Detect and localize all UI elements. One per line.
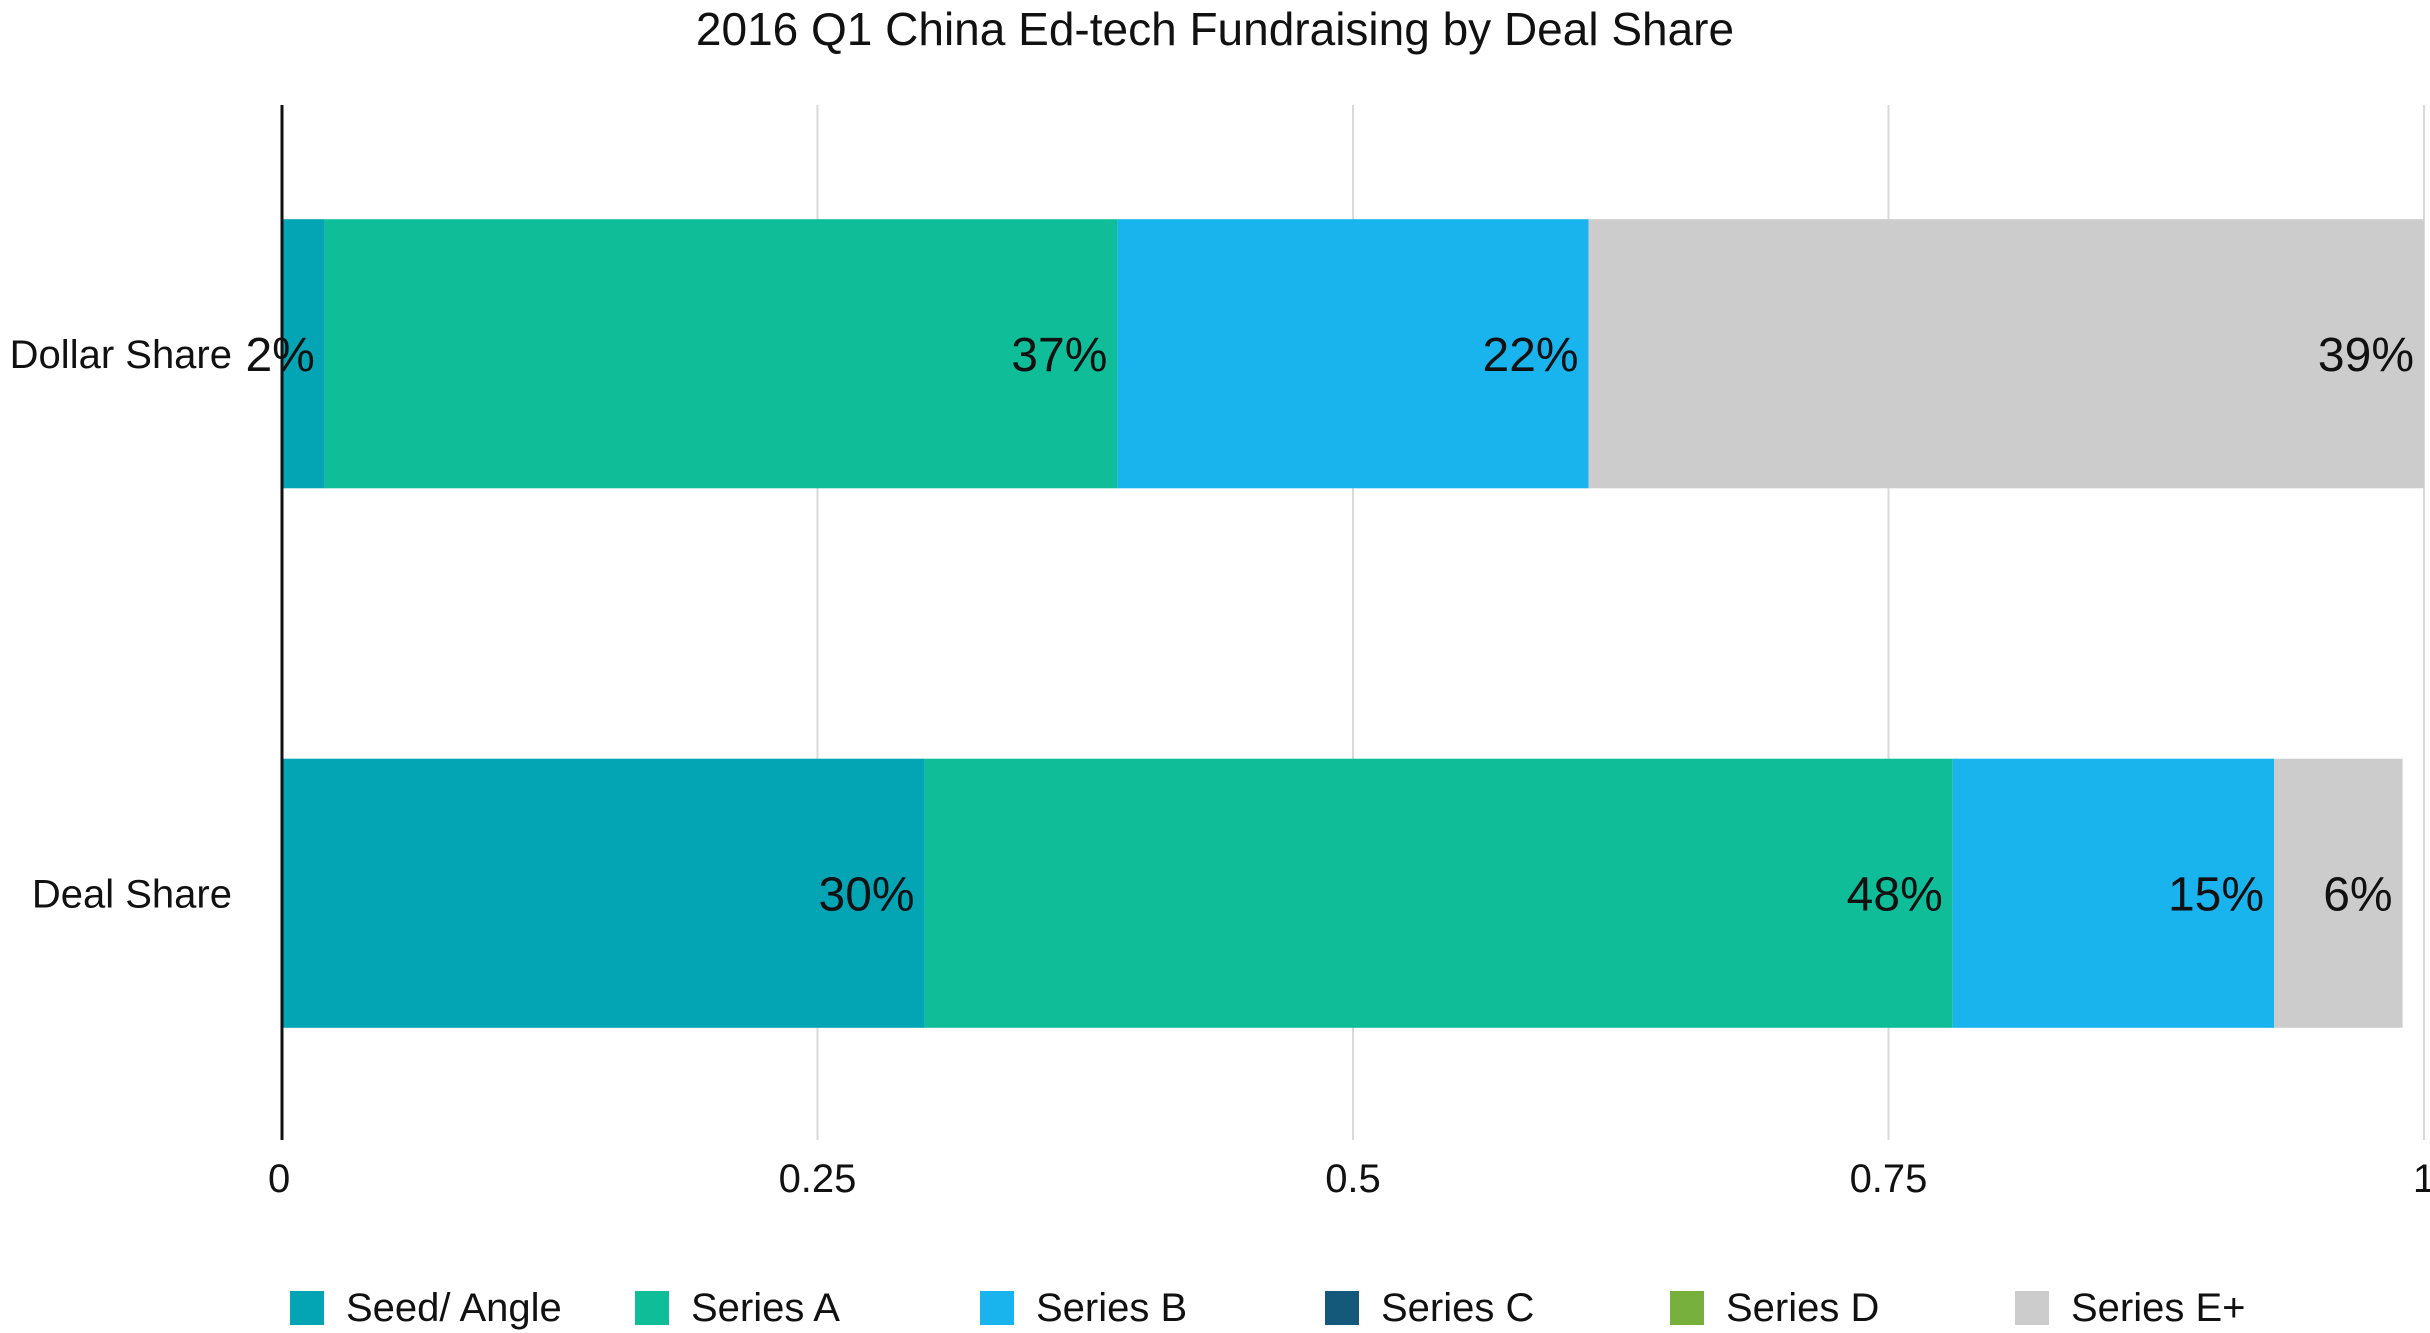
y-category-label: Dollar Share [10,333,232,377]
chart-plot: 2% 37% 22% 39% 30% 48% 15% 6% 0 0.25 0.5 0.75 1 Doll… [10,105,2430,1201]
bar-segment [1588,219,2424,489]
bar-segment [324,219,1118,489]
legend-swatch [635,1291,669,1325]
chart-title: 2016 Q1 China Ed-tech Fundraising by Dea… [695,3,1735,55]
data-label: 2% [245,329,314,382]
legend-swatch [1325,1291,1359,1325]
y-category-label: Deal Share [32,872,232,916]
legend-item: Series A [635,1283,840,1333]
data-label: 6% [2323,868,2392,921]
legend-label: Seed/ Angle [346,1285,562,1330]
x-tick-label: 1 [2413,1157,2430,1201]
data-label: 37% [1011,329,1107,382]
legend-label: Series D [1726,1285,1880,1330]
x-tick-label: 0.25 [779,1157,857,1201]
legend: Seed/ Angle Series A Series B Series C Serie… [290,1283,2410,1333]
bar-segment [1952,758,2275,1028]
data-label: 30% [819,868,915,921]
legend-swatch [1670,1291,1704,1325]
legend-item: Series C [1325,1283,1534,1333]
data-label: 15% [2168,868,2264,921]
x-tick-label: 0 [268,1157,290,1201]
legend-item: Series E+ [2015,1283,2246,1333]
legend-swatch [980,1291,1014,1325]
x-tick-label: 0.5 [1325,1157,1381,1201]
bar-segment [1117,219,1589,489]
bar-segment [282,219,325,489]
data-label: 22% [1483,329,1579,382]
x-tick-label: 0.75 [1850,1157,1928,1201]
legend-label: Series B [1036,1285,1188,1330]
legend-label: Series C [1381,1285,1535,1330]
legend-swatch [290,1291,324,1325]
legend-label: Series A [691,1285,840,1330]
data-label: 48% [1847,868,1943,921]
bar-segment [2274,758,2403,1028]
bar-segment [282,758,925,1028]
legend-item: Series D [1670,1283,1879,1333]
legend-item: Series B [980,1283,1187,1333]
legend-swatch [2015,1291,2049,1325]
legend-item: Seed/ Angle [290,1283,562,1333]
bar-segment [924,758,1953,1028]
legend-label: Series E+ [2071,1285,2246,1330]
data-label: 39% [2318,329,2414,382]
